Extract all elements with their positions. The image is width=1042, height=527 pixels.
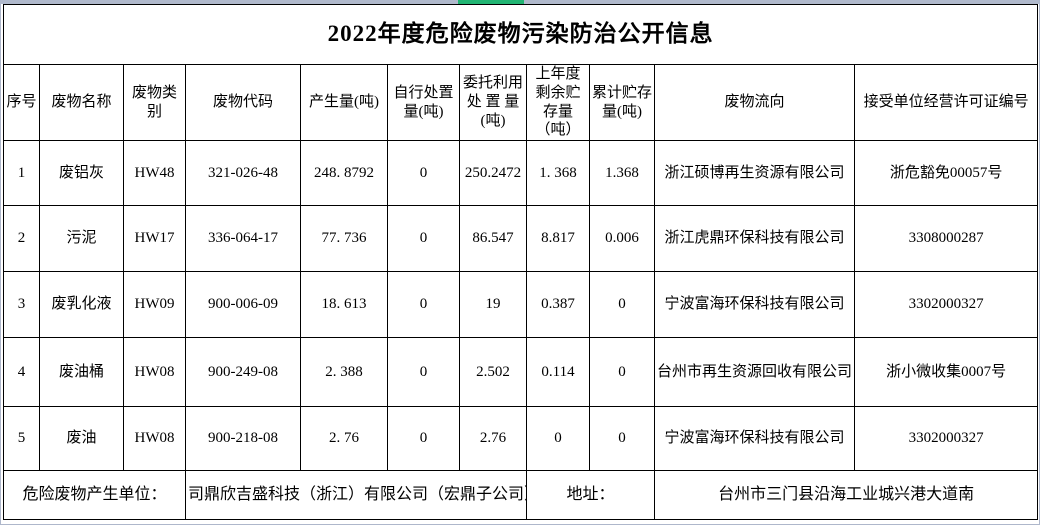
col-header-waste-flow: 废物流向 <box>654 64 855 141</box>
producer-value: 司鼎欣吉盛科技（浙江）有限公司（宏鼎子公司） <box>185 470 527 520</box>
col-header-self-disposal: 自行处置量(吨) <box>387 64 460 141</box>
cell-entrusted-disposal: 2.76 <box>459 406 527 471</box>
cell-cumulative-storage: 1.368 <box>589 140 655 206</box>
col-header-index: 序号 <box>3 64 40 141</box>
table-row: 1 废铝灰 HW48 321-026-48 248. 8792 0 250.24… <box>3 140 1039 206</box>
cell-index: 2 <box>3 205 40 272</box>
col-header-waste-name: 废物名称 <box>39 64 124 141</box>
accent-bar <box>458 0 524 4</box>
cell-index: 5 <box>3 406 40 471</box>
cell-self-disposal: 0 <box>387 337 460 407</box>
cell-waste-name: 废油 <box>39 406 124 471</box>
cell-entrusted-disposal: 250.2472 <box>459 140 527 206</box>
cell-production: 2. 76 <box>300 406 388 471</box>
address-label: 地址： <box>526 470 655 520</box>
hazardous-waste-table: 2022年度危险废物污染防治公开信息 序号 废物名称 废物类别 废物代码 产生量… <box>2 4 1039 520</box>
cell-cumulative-storage: 0.006 <box>589 205 655 272</box>
col-header-prev-year-storage: 上年度剩余贮存量（吨） <box>526 64 590 141</box>
cell-waste-flow: 宁波富海环保科技有限公司 <box>654 406 855 471</box>
cell-prev-year-storage: 0.387 <box>526 271 590 338</box>
cell-license-no: 3308000287 <box>853 205 1039 272</box>
cell-production: 77. 736 <box>300 205 388 272</box>
table-row: 5 废油 HW08 900-218-08 2. 76 0 2.76 0 0 宁波… <box>3 406 1039 471</box>
cell-self-disposal: 0 <box>387 406 460 471</box>
cell-waste-name: 废铝灰 <box>39 140 124 206</box>
cell-waste-code: 336-064-17 <box>185 205 301 272</box>
cell-prev-year-storage: 1. 368 <box>526 140 590 206</box>
cell-production: 2. 388 <box>300 337 388 407</box>
cell-production: 248. 8792 <box>300 140 388 206</box>
cell-self-disposal: 0 <box>387 140 460 206</box>
top-border-strip <box>1 0 1039 4</box>
footer-row: 危险废物产生单位： 司鼎欣吉盛科技（浙江）有限公司（宏鼎子公司） 地址： 台州市… <box>3 470 1039 520</box>
cell-waste-name: 废油桶 <box>39 337 124 407</box>
address-value: 台州市三门县沿海工业城兴港大道南 <box>653 470 1039 520</box>
cell-index: 4 <box>3 337 40 407</box>
cell-waste-name: 废乳化液 <box>39 271 124 338</box>
col-header-license-no: 接受单位经营许可证编号 <box>853 64 1039 141</box>
cell-cumulative-storage: 0 <box>589 271 655 338</box>
cell-waste-code: 900-249-08 <box>185 337 301 407</box>
cell-license-no: 浙危豁免00057号 <box>853 140 1039 206</box>
col-header-waste-code: 废物代码 <box>185 64 301 141</box>
cell-waste-code: 900-218-08 <box>185 406 301 471</box>
cell-production: 18. 613 <box>300 271 388 338</box>
header-row: 序号 废物名称 废物类别 废物代码 产生量(吨) 自行处置量(吨) 委托利用处 … <box>3 64 1039 141</box>
cell-waste-flow: 浙江虎鼎环保科技有限公司 <box>654 205 855 272</box>
cell-self-disposal: 0 <box>387 271 460 338</box>
cell-waste-code: 900-006-09 <box>185 271 301 338</box>
cell-license-no: 浙小微收集0007号 <box>853 337 1039 407</box>
cell-prev-year-storage: 8.817 <box>526 205 590 272</box>
table-row: 4 废油桶 HW08 900-249-08 2. 388 0 2.502 0.1… <box>3 337 1039 407</box>
cell-prev-year-storage: 0 <box>526 406 590 471</box>
producer-label: 危险废物产生单位： <box>3 470 186 520</box>
cell-index: 3 <box>3 271 40 338</box>
col-header-entrusted-disposal: 委托利用处 置 量(吨) <box>459 64 527 141</box>
cell-waste-flow: 台州市再生资源回收有限公司 <box>654 337 855 407</box>
cell-entrusted-disposal: 19 <box>459 271 527 338</box>
cell-entrusted-disposal: 86.547 <box>459 205 527 272</box>
table-row: 2 污泥 HW17 336-064-17 77. 736 0 86.547 8.… <box>3 205 1039 272</box>
cell-waste-flow: 宁波富海环保科技有限公司 <box>654 271 855 338</box>
cell-waste-category: HW48 <box>123 140 186 206</box>
cell-cumulative-storage: 0 <box>589 337 655 407</box>
cell-waste-category: HW08 <box>123 337 186 407</box>
col-header-cumulative-storage: 累计贮存量(吨) <box>589 64 655 141</box>
cell-self-disposal: 0 <box>387 205 460 272</box>
page-title: 2022年度危险废物污染防治公开信息 <box>2 4 1039 65</box>
cell-prev-year-storage: 0.114 <box>526 337 590 407</box>
cell-waste-name: 污泥 <box>39 205 124 272</box>
cell-waste-category: HW17 <box>123 205 186 272</box>
cell-license-no: 3302000327 <box>853 271 1039 338</box>
cell-waste-category: HW09 <box>123 271 186 338</box>
col-header-waste-category: 废物类别 <box>123 64 186 141</box>
table-row: 3 废乳化液 HW09 900-006-09 18. 613 0 19 0.38… <box>3 271 1039 338</box>
cell-waste-code: 321-026-48 <box>185 140 301 206</box>
cell-waste-flow: 浙江硕博再生资源有限公司 <box>654 140 855 206</box>
cell-index: 1 <box>3 140 40 206</box>
title-row: 2022年度危险废物污染防治公开信息 <box>2 4 1039 65</box>
cell-waste-category: HW08 <box>123 406 186 471</box>
cell-license-no: 3302000327 <box>853 406 1039 471</box>
col-header-production: 产生量(吨) <box>300 64 388 141</box>
cell-entrusted-disposal: 2.502 <box>459 337 527 407</box>
cell-cumulative-storage: 0 <box>589 406 655 471</box>
